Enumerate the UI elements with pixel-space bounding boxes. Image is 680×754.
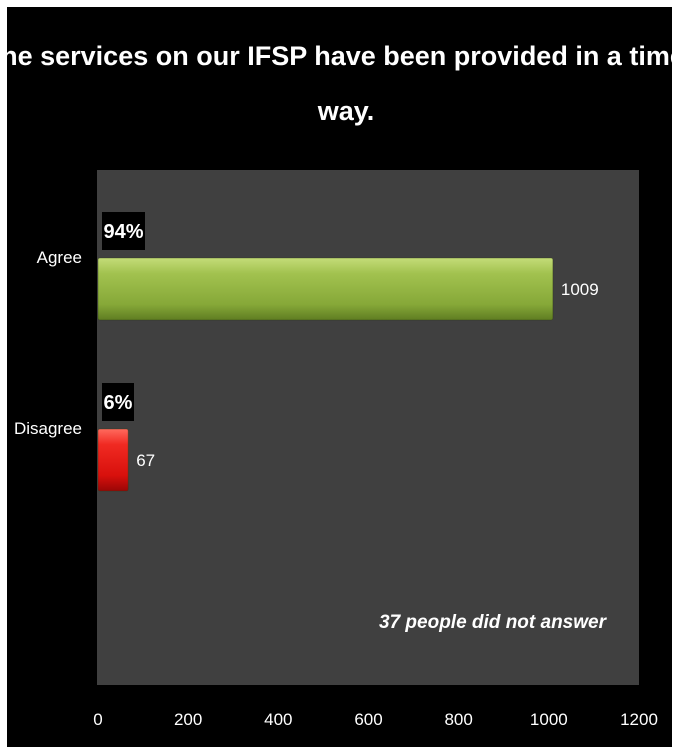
percent-badge-agree (102, 212, 145, 250)
bars-layer: Agree 1009 94% Disagree 67 6% (14, 212, 599, 492)
x-tick-label-1200: 1200 (620, 710, 658, 729)
plot-area (97, 170, 639, 685)
bar-chart: The services on our IFSP have been provi… (7, 41, 672, 729)
x-tick-label-200: 200 (174, 710, 202, 729)
no-answer-annotation: 37 people did not answer (379, 612, 608, 633)
percent-badge-disagree (102, 383, 134, 421)
x-axis-ticks: 0 200 400 600 800 1000 1200 (93, 710, 658, 729)
bar-disagree (97, 428, 129, 492)
x-tick-label-600: 600 (354, 710, 382, 729)
percent-label-disagree: 6% (104, 392, 133, 414)
chart-title-line-2: way. (317, 96, 375, 126)
x-tick-label-400: 400 (264, 710, 292, 729)
x-tick-label-0: 0 (93, 710, 102, 729)
x-tick-label-800: 800 (444, 710, 472, 729)
category-label-agree: Agree (37, 248, 82, 267)
value-label-disagree: 67 (136, 451, 155, 470)
chart-frame: The services on our IFSP have been provi… (7, 7, 672, 747)
category-label-disagree: Disagree (14, 419, 82, 438)
bar-agree (97, 257, 554, 321)
chart-title-line-1: The services on our IFSP have been provi… (7, 41, 672, 71)
value-label-agree: 1009 (561, 280, 599, 299)
x-tick-label-1000: 1000 (530, 710, 568, 729)
percent-label-agree: 94% (103, 221, 143, 243)
